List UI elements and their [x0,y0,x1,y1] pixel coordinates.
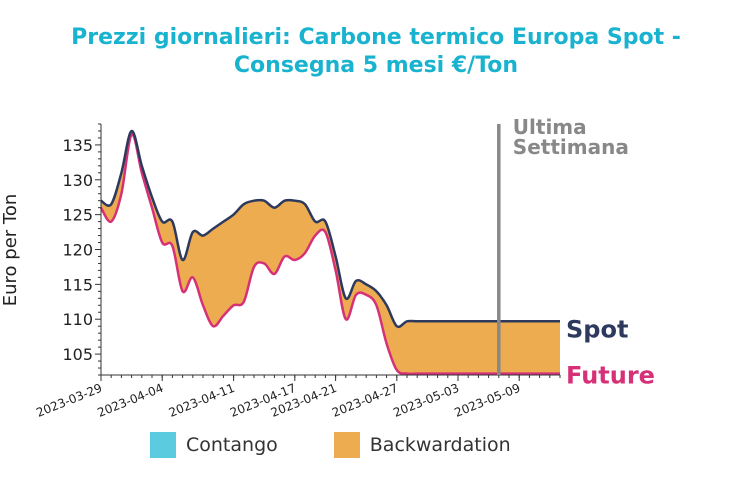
x-tick-label: 2023-03-29 [34,381,104,420]
legend-label-backwardation: Backwardation [369,434,511,456]
y-tick-label: 110 [62,310,93,329]
legend-swatch-backwardation [333,432,360,458]
fill-layer [101,130,560,374]
chart-title: Prezzi giornalieri: Carbone termico Euro… [0,24,752,80]
y-tick-label: 125 [62,206,93,225]
future-end-label: Future [566,362,655,390]
spot-end-label: Spot [566,315,628,343]
chart-title-line-2: Consegna 5 mesi €/Ton [233,53,519,78]
y-tick-label: 105 [62,345,93,364]
chart-title-line-1: Prezzi giornalieri: Carbone termico Euro… [71,25,681,50]
y-axis-label: Euro per Ton [0,194,21,307]
x-tick-label: 2023-04-27 [330,381,400,420]
line-layer [99,129,560,376]
future-line [99,133,560,376]
y-tick-label: 135 [62,136,93,155]
legend-swatch-contango [150,432,176,458]
y-tick-label: 120 [62,241,93,260]
axes-layer: 105 110 115 120 125 130 135 2023-03-292023-04-0… [34,123,561,420]
y-tick-label: 130 [62,171,93,190]
y-tick-label: 115 [62,275,93,294]
x-tick-label: 2023-05-03 [391,381,461,420]
legend-label-contango: Contango [186,434,278,456]
x-tick-label: 2023-04-04 [95,381,165,420]
spot-line [100,129,560,329]
x-tick-label: 2023-04-11 [167,381,237,420]
legend-item-contango: Contango [150,432,278,458]
legend-item-backwardation: Backwardation [333,432,511,458]
last-week-label-line-1: Ultima [513,115,587,139]
backwardation-area [101,130,560,374]
x-tick-label: 2023-05-09 [452,381,522,420]
legend: Contango Backwardation [150,432,567,458]
last-week-label-line-2: Settimana [513,135,629,159]
